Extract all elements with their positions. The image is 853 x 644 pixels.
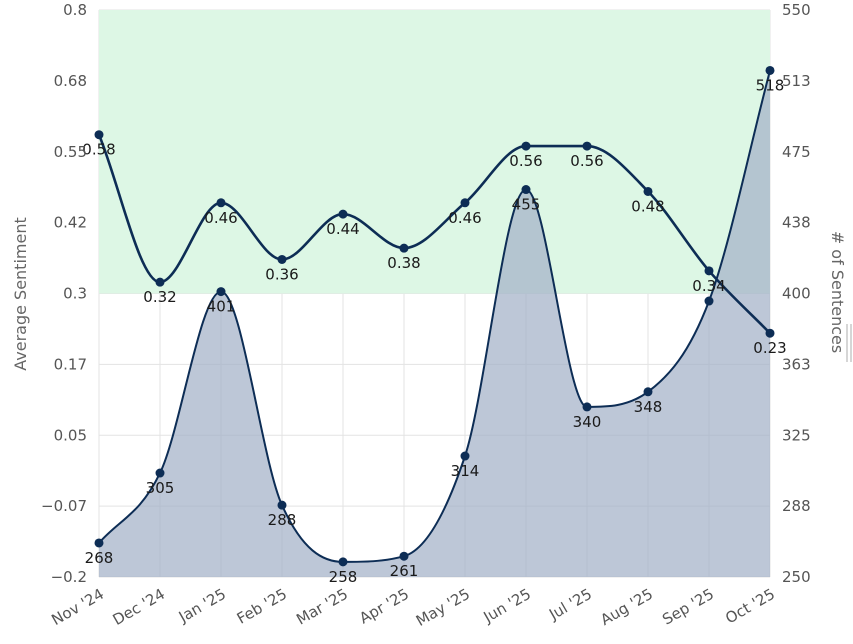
x-tick-label: Dec '24: [110, 585, 168, 629]
sentiment-point: [643, 186, 653, 196]
sentences-label: 401: [207, 298, 236, 316]
y-tick-label: 0.3: [63, 285, 87, 303]
y-tick-label: 0.55: [54, 143, 87, 161]
sentences-point: [155, 468, 165, 478]
y-tick-label: 0.17: [54, 355, 87, 373]
x-tick-label: Oct '25: [722, 585, 778, 628]
y-right-tick-label: 438: [782, 214, 811, 232]
sentences-point: [399, 551, 409, 561]
sentences-point: [460, 451, 470, 461]
sentiment-point: [765, 328, 775, 338]
y-tick-label: 0.68: [54, 72, 87, 90]
drag-handle-icon[interactable]: [846, 324, 852, 362]
sentences-point: [704, 296, 714, 306]
sentences-label: 455: [512, 196, 541, 214]
x-tick-label: Apr '25: [356, 585, 412, 628]
sentiment-point: [94, 130, 104, 140]
y-tick-label: −0.2: [51, 568, 87, 586]
data-points: [94, 65, 775, 567]
right-axis-ticks: 550 513 475 438 400 363 325 288 250: [782, 1, 811, 586]
x-tick-label: Sep '25: [659, 585, 717, 629]
sentences-label: 348: [634, 398, 663, 416]
sentiment-point: [460, 198, 470, 208]
y-right-tick-label: 250: [782, 568, 811, 586]
data-labels: 0.58 0.32 0.46 0.36 0.44 0.38 0.46 0.56 0.56 0.48…: [82, 76, 786, 585]
sentences-point: [338, 557, 348, 567]
sentiment-label: 0.23: [753, 339, 786, 357]
positive-sentiment-band: [99, 10, 770, 294]
sentiment-label: 0.36: [265, 265, 298, 283]
x-tick-label: Jul '25: [545, 585, 595, 624]
sentiment-label: 0.46: [448, 209, 481, 227]
y-tick-label: 0.8: [63, 1, 87, 19]
sentences-label: 340: [573, 413, 602, 431]
sentences-label: 261: [390, 562, 419, 580]
x-tick-label: May '25: [413, 585, 473, 630]
y-right-tick-label: 550: [782, 1, 811, 19]
y-tick-label: −0.07: [41, 497, 87, 515]
left-axis-ticks: 0.8 0.68 0.55 0.42 0.3 0.17 0.05 −0.07 −0.2: [41, 1, 87, 586]
sentiment-point: [704, 266, 714, 276]
x-tick-label: Jan '25: [175, 585, 229, 627]
sentiment-label: 0.34: [692, 277, 725, 295]
y-right-tick-label: 400: [782, 285, 811, 303]
sentences-label: 305: [146, 479, 175, 497]
y-tick-label: 0.42: [54, 214, 87, 232]
sentiment-label: 0.46: [204, 209, 237, 227]
y-right-tick-label: 363: [782, 355, 811, 373]
sentiment-label: 0.56: [509, 152, 542, 170]
x-tick-label: Feb '25: [234, 585, 290, 628]
sentiment-label: 0.56: [570, 152, 603, 170]
sentiment-label: 0.44: [326, 220, 359, 238]
sentences-label: 518: [756, 76, 785, 94]
y-tick-label: 0.05: [54, 426, 87, 444]
sentiment-line: [97, 134, 771, 335]
y-right-tick-label: 513: [782, 72, 811, 90]
sentiment-point: [399, 243, 409, 253]
sentiment-label: 0.58: [82, 141, 115, 159]
y-axis-title: Average Sentiment: [11, 217, 30, 371]
sentences-label: 314: [451, 462, 480, 480]
sentences-point: [765, 65, 775, 75]
sentences-label: 268: [85, 549, 114, 567]
sentences-label: 258: [329, 568, 358, 586]
sentences-label: 288: [268, 511, 297, 529]
sentences-point: [277, 500, 287, 510]
sentiment-point: [582, 141, 592, 151]
sentences-area: [99, 70, 770, 577]
sentiment-point: [277, 254, 287, 264]
sentiment-label: 0.38: [387, 254, 420, 272]
sentiment-label: 0.32: [143, 288, 176, 306]
sentences-point: [643, 387, 653, 397]
y-right-tick-label: 288: [782, 497, 811, 515]
x-tick-label: Mar '25: [293, 585, 351, 629]
x-tick-label: Aug '25: [597, 585, 656, 629]
sentiment-point: [155, 277, 165, 287]
sentiment-point: [338, 209, 348, 219]
y-axis-right-title: # of Sentences: [828, 231, 847, 353]
sentences-point: [521, 185, 531, 195]
x-tick-label: Nov '24: [48, 585, 107, 629]
y-right-tick-label: 475: [782, 143, 811, 161]
sentiment-point: [216, 198, 226, 208]
sentiment-point: [521, 141, 531, 151]
x-axis-ticks: Nov '24 Dec '24 Jan '25 Feb '25 Mar '25 Apr '…: [48, 585, 778, 630]
sentences-point: [582, 402, 592, 412]
x-tick-label: Jun '25: [480, 585, 534, 627]
sentences-point: [216, 287, 226, 297]
sentiment-label: 0.48: [631, 197, 664, 215]
sentences-point: [94, 538, 104, 548]
y-right-tick-label: 325: [782, 426, 811, 444]
